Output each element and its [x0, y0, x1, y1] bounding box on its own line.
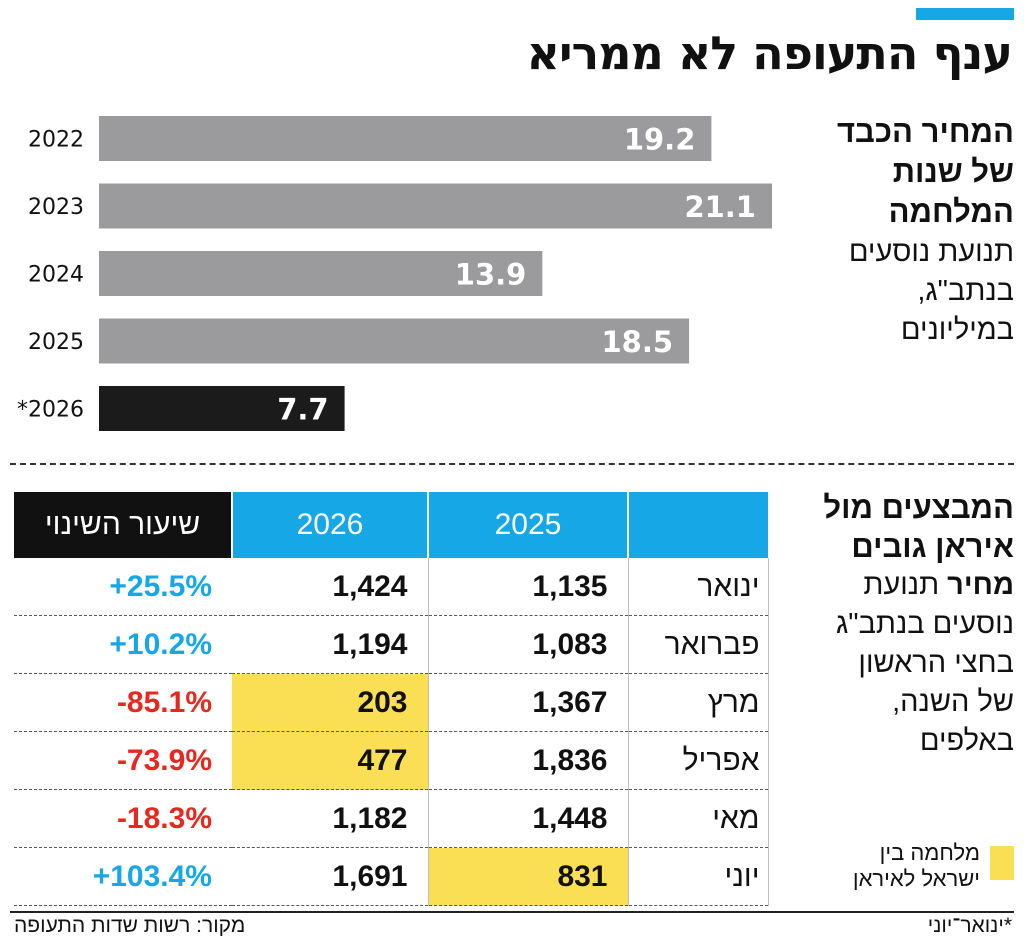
- page-title: ענף התעופה לא ממריא: [526, 26, 1013, 80]
- caption-subtitle-line: תנועת נוסעים: [848, 236, 1014, 268]
- value-2025-cell: 1,135: [428, 558, 629, 616]
- month-cell: מאי: [628, 789, 769, 848]
- bar: [99, 183, 772, 229]
- value-2026-cell: 1,691: [232, 847, 429, 906]
- month-cell: יוני: [628, 847, 769, 906]
- table-row: +25.5% 1,424 1,135 ינואר: [14, 558, 769, 616]
- change-cell: +25.5%: [14, 558, 232, 616]
- header-month: [627, 492, 768, 558]
- table-row: +103.4% 1,691 831 יוני: [14, 847, 769, 906]
- value-2025-cell: 1,836: [428, 731, 629, 790]
- bar-chart-caption: המחיר הכבד של שנות המלחמה תנועת נוסעים ב…: [824, 112, 1014, 349]
- month-cell: אפריל: [628, 731, 769, 790]
- value-2025-cell: 1,448: [428, 789, 629, 848]
- caption-subtitle-line: במיליונים: [900, 314, 1014, 346]
- caption-title-line: של שנות: [892, 154, 1014, 189]
- monthly-table: שיעור השינוי 2026 2025 +25.5% 1,424 1,135 י…: [14, 492, 769, 906]
- legend-line: מלחמה בין: [879, 840, 980, 865]
- passenger-bar-chart: 2022 19.2 2023 21.1 2024 13.9 2025 18.5 *2026 7.7: [17, 116, 772, 431]
- table-row: +10.2% 1,194 1,083 פברואר: [14, 615, 769, 674]
- caption-subtitle-line: בנתב"ג,: [917, 275, 1014, 307]
- change-cell: +103.4%: [14, 847, 232, 906]
- value-2026-cell: 477: [232, 731, 429, 790]
- table-caption-subtitle-line: של השנה,: [892, 686, 1014, 718]
- bar-category-label: *2026: [17, 398, 84, 423]
- header-2026: 2026: [231, 492, 428, 558]
- bar-category-label: 2025: [28, 330, 84, 355]
- legend-text: מלחמה בין ישראל לאיראן: [853, 840, 980, 892]
- header-2025: 2025: [427, 492, 628, 558]
- bar-value-label: 7.7: [277, 393, 328, 427]
- table-caption-subtitle-line: באלפים: [919, 725, 1014, 757]
- bar-value-label: 21.1: [684, 190, 756, 224]
- change-cell: -73.9%: [14, 731, 232, 790]
- legend-swatch: [990, 846, 1014, 880]
- bar-value-label: 18.5: [602, 325, 674, 359]
- header-change: שיעור השינוי: [14, 492, 232, 558]
- table-caption-subtitle-line: בחצי הראשון: [858, 647, 1014, 679]
- value-2025-cell: 1,367: [428, 673, 629, 732]
- value-2026-cell: 1,194: [232, 615, 429, 674]
- table-caption-bold-word: מחיר: [947, 569, 1014, 601]
- source-note: מקור: רשות שדות התעופה: [14, 914, 246, 937]
- table-caption-title-line: איראן גובים: [851, 529, 1014, 564]
- accent-bar: [916, 8, 1014, 20]
- table-row: -18.3% 1,182 1,448 מאי: [14, 789, 769, 848]
- value-2025-cell: 1,083: [428, 615, 629, 674]
- caption-title-line: המלחמה: [888, 194, 1014, 229]
- change-cell: -18.3%: [14, 789, 232, 848]
- bar-category-label: 2024: [28, 263, 84, 288]
- month-cell: פברואר: [628, 615, 769, 674]
- bar-category-label: 2022: [28, 128, 84, 153]
- bar: [99, 318, 690, 364]
- bar-value-label: 13.9: [455, 258, 527, 292]
- table-caption-title-line: המבצעים מול: [823, 490, 1014, 525]
- legend: מלחמה בין ישראל לאיראן: [853, 840, 1014, 892]
- legend-line: ישראל לאיראן: [852, 866, 980, 891]
- bottom-rule: [10, 911, 1014, 913]
- bar-category-label: 2023: [28, 195, 84, 220]
- table-body: +25.5% 1,424 1,135 ינואר +10.2% 1,194 1,083 פבר…: [14, 558, 769, 906]
- section-divider: [10, 463, 1014, 465]
- bar: [99, 386, 345, 431]
- value-2025-cell: 831: [428, 847, 629, 906]
- bar: [99, 116, 712, 161]
- month-cell: ינואר: [628, 558, 769, 616]
- table-row: -73.9% 477 1,836 אפריל: [14, 731, 769, 790]
- footnote: *ינואר־יוני: [927, 914, 1012, 937]
- bar-value-label: 19.2: [624, 123, 696, 157]
- caption-title-line: המחיר הכבד: [837, 114, 1014, 149]
- change-cell: +10.2%: [14, 615, 232, 674]
- month-cell: מרץ: [628, 673, 769, 732]
- table-caption-rest: תנועת: [863, 569, 940, 601]
- table-caption-subtitle-line: מחיר תנועת: [814, 566, 1014, 605]
- value-2026-cell: 203: [232, 673, 429, 732]
- value-2026-cell: 1,182: [232, 789, 429, 848]
- change-cell: -85.1%: [14, 673, 232, 732]
- table-caption: המבצעים מול איראן גובים מחיר תנועת נוסעי…: [814, 488, 1014, 761]
- table-caption-subtitle-line: נוסעים בנתב"ג: [836, 608, 1014, 640]
- bar: [99, 251, 543, 296]
- value-2026-cell: 1,424: [232, 558, 429, 616]
- table-row: -85.1% 203 1,367 מרץ: [14, 673, 769, 732]
